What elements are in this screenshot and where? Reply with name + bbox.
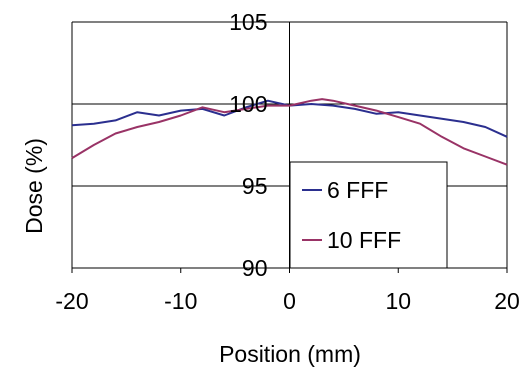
legend: 6 FFF 10 FFF [289, 161, 448, 269]
y-tick-label: 100 [229, 91, 267, 117]
legend-label: 6 FFF [327, 177, 388, 203]
x-axis-title: Position (mm) [219, 341, 361, 367]
x-tick-label: 10 [385, 288, 411, 314]
series-line-2 [71, 98, 508, 166]
legend-box [289, 161, 448, 269]
y-tick-label: 105 [229, 9, 267, 35]
x-tick-label: 0 [283, 288, 296, 314]
y-axis-title: Dose (%) [21, 138, 47, 234]
x-tick-label: -20 [55, 288, 88, 314]
x-tick-label: -10 [164, 288, 197, 314]
legend-label: 10 FFF [327, 227, 401, 253]
tick-labels: -20 -10 0 10 20 90 95 100 105 [55, 9, 519, 314]
y-tick-label: 95 [242, 173, 268, 199]
series-lines [71, 98, 508, 166]
x-tick-label: 20 [494, 288, 520, 314]
y-tick-label: 90 [242, 255, 268, 281]
